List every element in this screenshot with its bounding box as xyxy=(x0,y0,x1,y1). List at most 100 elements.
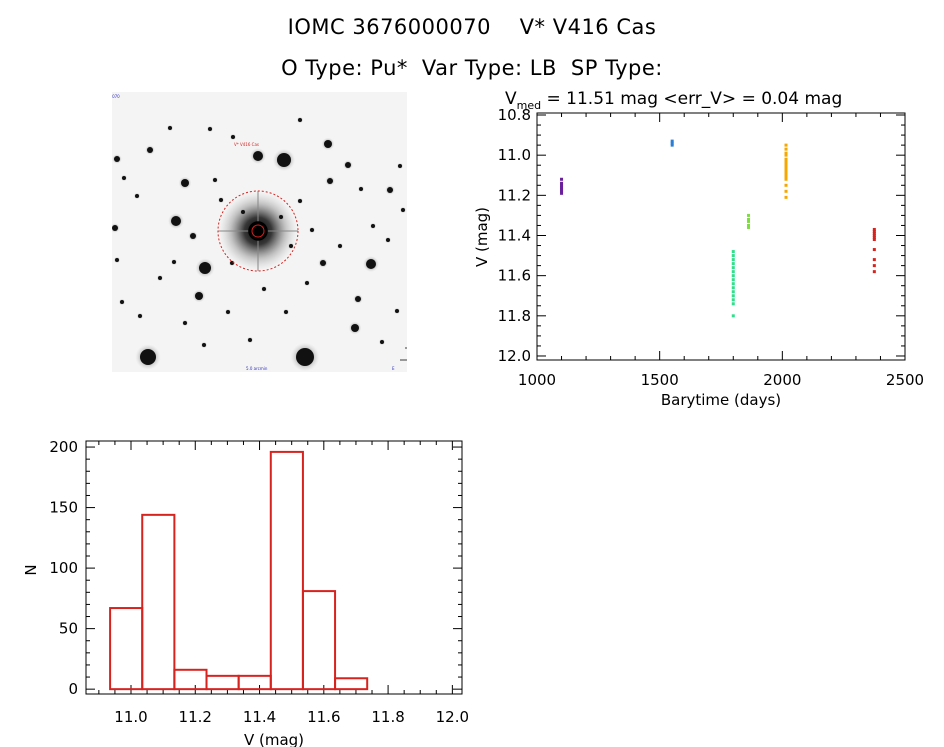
light-curve-axes: 1000 1500 2000 2500 10.8 11.0 11.2 11.4 11.6 11.8… xyxy=(498,106,925,389)
finder-star xyxy=(158,276,162,280)
light-curve-xlabel: Barytime (days) xyxy=(661,391,781,409)
finder-star xyxy=(208,127,212,131)
light-curve-point xyxy=(731,270,735,274)
object-title: IOMC 3676000070 V* V416 Cas xyxy=(0,15,944,39)
light-curve-point xyxy=(731,282,735,286)
finder-star xyxy=(171,216,181,226)
light-curve-xtick-label: 2500 xyxy=(886,371,924,389)
light-curve-frame xyxy=(536,112,906,361)
light-curve-xtick-label: 2000 xyxy=(763,371,801,389)
light-curve-point xyxy=(872,248,876,252)
light-curve-ylabel: V (mag) xyxy=(473,207,491,267)
histogram-ytick-label: 100 xyxy=(49,559,78,577)
finder-star xyxy=(202,343,206,347)
light-curve-point xyxy=(670,141,674,145)
light-curve-point xyxy=(872,227,876,231)
light-curve-point xyxy=(731,266,735,270)
light-curve-point xyxy=(731,274,735,278)
light-curve-point xyxy=(784,169,788,173)
light-curve-point xyxy=(872,229,876,233)
light-curve-point xyxy=(784,165,788,169)
light-curve-point xyxy=(784,157,788,161)
histogram-bar xyxy=(141,513,176,691)
finder-star xyxy=(298,199,302,203)
light-curve-point xyxy=(746,217,750,221)
histogram-ytick-label: 150 xyxy=(49,499,78,517)
finder-star xyxy=(135,194,139,198)
light-curve-point xyxy=(872,258,876,262)
finder-star xyxy=(195,292,203,300)
histogram-bars xyxy=(109,450,369,691)
light-curve-point xyxy=(746,223,750,227)
light-curve-point xyxy=(560,189,564,193)
light-curve-point xyxy=(784,171,788,175)
light-curve-chart: Vmed = 11.51 mag <err_V> = 0.04 mag 1000… xyxy=(473,89,924,409)
finder-star xyxy=(253,151,263,161)
finder-chart: ID 0070 V* V416 Cas N 5.0 arcmin E xyxy=(104,92,407,372)
light-curve-point xyxy=(872,264,876,268)
finder-star xyxy=(114,156,120,162)
light-curve-point xyxy=(784,175,788,179)
finder-star xyxy=(380,340,384,344)
histogram-bar xyxy=(334,677,369,691)
finder-star xyxy=(226,310,230,314)
histogram-bar xyxy=(109,607,144,691)
light-curve-ytick-label: 11.2 xyxy=(498,186,531,204)
light-curve-point xyxy=(731,298,735,302)
finder-star xyxy=(213,178,217,182)
light-curve-point xyxy=(872,236,876,240)
light-curve-point xyxy=(784,195,788,199)
histogram-ytick-label: 50 xyxy=(59,620,78,638)
finder-star xyxy=(298,118,302,122)
finder-star xyxy=(359,187,363,191)
light-curve-ytick-label: 11.8 xyxy=(498,307,531,325)
light-curve-point xyxy=(731,278,735,282)
light-curve-point xyxy=(560,177,564,181)
sp-type: SP Type: xyxy=(570,56,663,80)
light-curve-xtick-label: 1500 xyxy=(641,371,679,389)
histogram-xtick-label: 11.4 xyxy=(243,708,276,726)
finder-star xyxy=(181,179,189,187)
finder-label-top-left: ID 0070 xyxy=(104,94,120,99)
star-name: V* V416 Cas xyxy=(519,15,657,39)
light-curve-point xyxy=(731,258,735,262)
finder-star xyxy=(279,215,283,219)
light-curve-point xyxy=(784,163,788,167)
light-curve-point xyxy=(560,191,564,195)
histogram-chart: 11.0 11.2 11.4 11.6 11.8 12.0 0 50 100 150 200 V (… xyxy=(22,438,469,747)
histogram-xtick-label: 11.2 xyxy=(179,708,212,726)
finder-star xyxy=(183,321,187,325)
light-curve-point xyxy=(784,167,788,171)
type-line: O Type: Pu* Var Type: LB SP Type: xyxy=(0,56,944,80)
light-curve-point xyxy=(731,294,735,298)
light-curve-title-main: V xyxy=(505,89,517,109)
light-curve-point xyxy=(784,189,788,193)
light-curve-title: Vmed = 11.51 mag <err_V> = 0.04 mag xyxy=(505,89,842,112)
light-curve-point xyxy=(872,233,876,237)
finder-star xyxy=(338,244,342,248)
light-curve-point xyxy=(670,139,674,143)
finder-star xyxy=(199,262,211,274)
finder-star xyxy=(115,258,119,262)
finder-star xyxy=(401,208,405,212)
light-curve-point xyxy=(560,187,564,191)
finder-star xyxy=(386,238,390,242)
light-curve-ytick-label: 11.6 xyxy=(498,267,531,285)
light-curve-point xyxy=(746,213,750,217)
finder-star xyxy=(241,210,245,214)
finder-star xyxy=(190,233,196,239)
light-curve-point xyxy=(872,270,876,274)
finder-star xyxy=(355,296,361,302)
finder-star xyxy=(345,162,351,168)
light-curve-title-rest: = 11.51 mag <err_V> = 0.04 mag xyxy=(541,89,842,109)
light-curve-ytick-label: 11.0 xyxy=(498,146,531,164)
light-curve-point xyxy=(731,286,735,290)
light-curve-point xyxy=(560,181,564,185)
finder-star xyxy=(398,164,402,168)
light-curve-xtick-label: 1000 xyxy=(518,371,556,389)
finder-star xyxy=(324,140,332,148)
finder-star xyxy=(138,314,142,318)
finder-star xyxy=(277,153,291,167)
compass-icon xyxy=(400,347,407,361)
light-curve-point xyxy=(731,254,735,258)
